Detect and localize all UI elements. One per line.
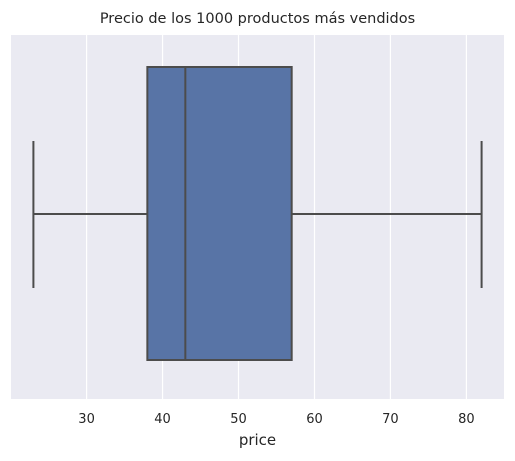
x-axis-ticks: 30 40 50 60 70 80 — [78, 412, 474, 427]
chart-title: Precio de los 1000 productos más vendido… — [100, 11, 415, 27]
interquartile-box — [146, 66, 293, 361]
x-tick-label: 40 — [154, 412, 171, 427]
x-axis-label: price — [239, 431, 276, 449]
x-tick-label: 50 — [230, 412, 247, 427]
box-plot — [32, 66, 483, 361]
x-tick-label: 30 — [78, 412, 95, 427]
x-tick-label: 70 — [382, 412, 399, 427]
x-tick-label: 80 — [458, 412, 475, 427]
x-tick-label: 60 — [306, 412, 323, 427]
